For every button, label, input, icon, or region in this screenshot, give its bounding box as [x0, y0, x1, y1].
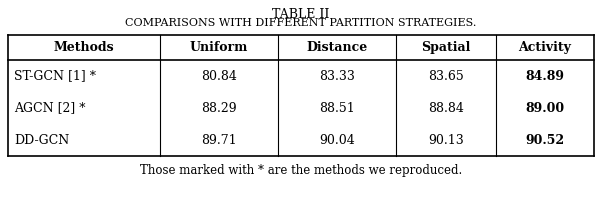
Text: 90.52: 90.52 — [526, 134, 565, 146]
Text: ST-GCN [1] *: ST-GCN [1] * — [14, 69, 96, 83]
Text: Activity: Activity — [518, 41, 571, 54]
Text: 90.04: 90.04 — [319, 134, 355, 146]
Text: AGCN [2] *: AGCN [2] * — [14, 102, 85, 114]
Text: Distance: Distance — [306, 41, 368, 54]
Text: 83.33: 83.33 — [319, 69, 355, 83]
Text: COMPARISONS WITH DIFFERENT PARTITION STRATEGIES.: COMPARISONS WITH DIFFERENT PARTITION STR… — [125, 18, 477, 28]
Text: 80.84: 80.84 — [201, 69, 237, 83]
Text: Spatial: Spatial — [421, 41, 471, 54]
Text: Methods: Methods — [54, 41, 114, 54]
Text: TABLE II: TABLE II — [272, 8, 330, 21]
Text: Uniform: Uniform — [190, 41, 248, 54]
Text: 89.71: 89.71 — [201, 134, 237, 146]
Text: DD-GCN: DD-GCN — [14, 134, 69, 146]
Text: 84.89: 84.89 — [526, 69, 565, 83]
Text: Those marked with * are the methods we reproduced.: Those marked with * are the methods we r… — [140, 164, 462, 177]
Text: 88.84: 88.84 — [428, 102, 464, 114]
Text: 83.65: 83.65 — [428, 69, 464, 83]
Text: 88.29: 88.29 — [201, 102, 237, 114]
Text: 88.51: 88.51 — [319, 102, 355, 114]
Text: 90.13: 90.13 — [428, 134, 464, 146]
Text: 89.00: 89.00 — [526, 102, 565, 114]
